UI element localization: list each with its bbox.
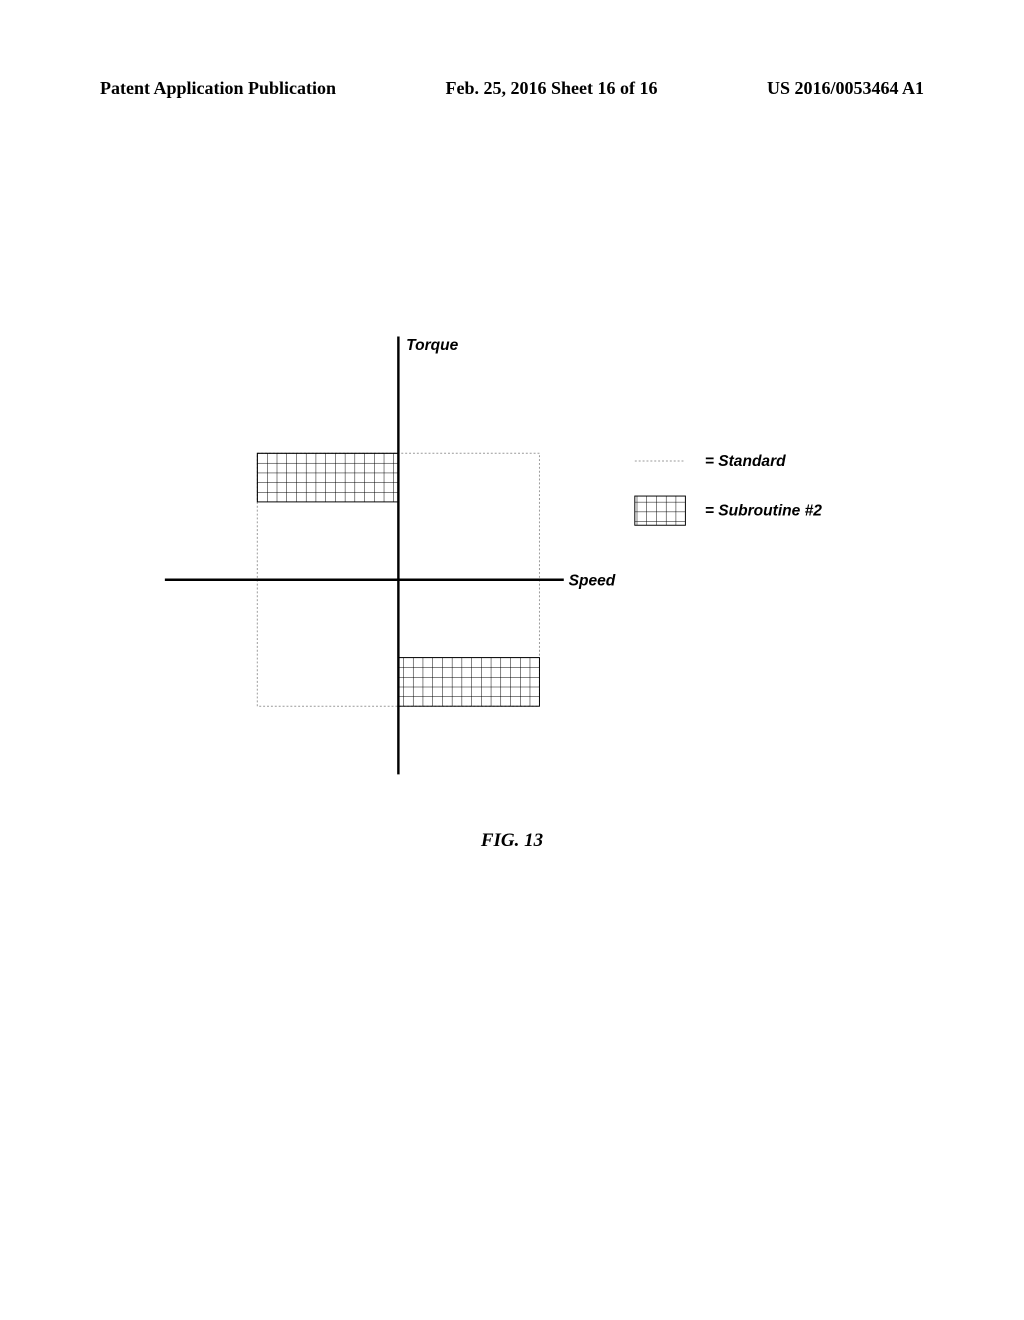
torque-speed-chart: Torque Speed = Standard = Subroutine #2 [160, 330, 880, 810]
header-center: Feb. 25, 2016 Sheet 16 of 16 [446, 78, 658, 99]
legend-subroutine-swatch-fill [635, 496, 686, 525]
page-header: Patent Application Publication Feb. 25, … [0, 78, 1024, 99]
header-right: US 2016/0053464 A1 [767, 78, 924, 99]
legend-standard-label: = Standard [705, 453, 786, 470]
header-left: Patent Application Publication [100, 78, 336, 99]
figure-caption: FIG. 13 [0, 830, 1024, 852]
legend-subroutine-label: = Subroutine #2 [705, 503, 822, 520]
figure-diagram: Torque Speed = Standard = Subroutine #2 [160, 330, 880, 810]
y-axis-label: Torque [406, 337, 458, 354]
x-axis-label: Speed [569, 573, 616, 590]
